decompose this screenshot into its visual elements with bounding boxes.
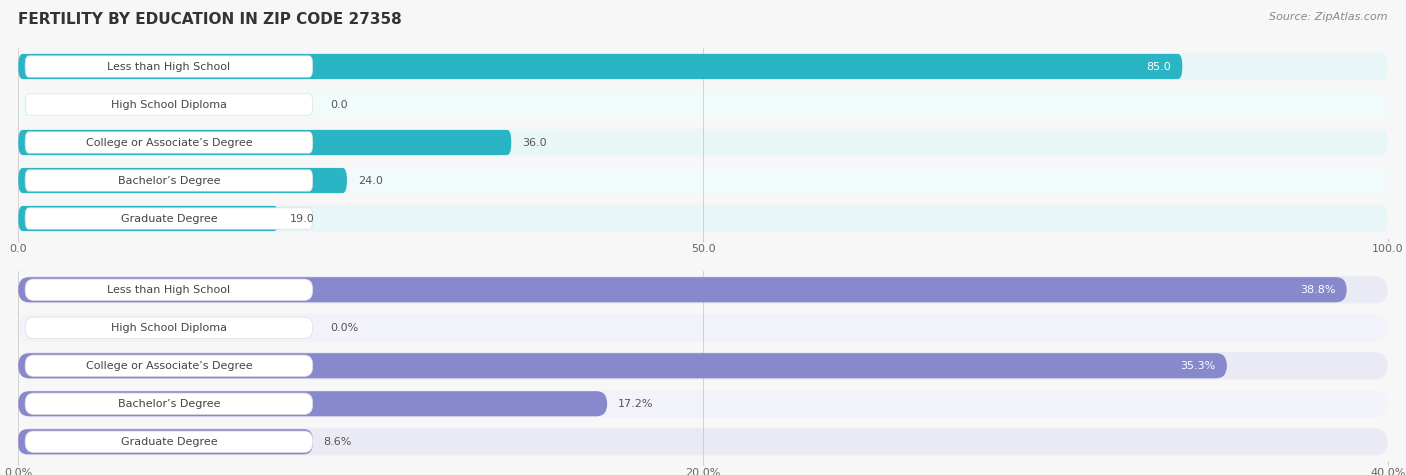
FancyBboxPatch shape [25, 56, 312, 77]
FancyBboxPatch shape [18, 314, 1388, 342]
FancyBboxPatch shape [25, 317, 312, 338]
FancyBboxPatch shape [18, 429, 312, 454]
FancyBboxPatch shape [18, 276, 1388, 304]
Text: College or Associate’s Degree: College or Associate’s Degree [86, 361, 252, 371]
FancyBboxPatch shape [18, 206, 278, 231]
Text: Graduate Degree: Graduate Degree [121, 437, 218, 447]
FancyBboxPatch shape [18, 428, 1388, 456]
Text: 35.3%: 35.3% [1181, 361, 1216, 371]
Text: College or Associate’s Degree: College or Associate’s Degree [86, 137, 252, 148]
FancyBboxPatch shape [18, 129, 1388, 156]
Text: 36.0: 36.0 [522, 137, 547, 148]
Text: 8.6%: 8.6% [323, 437, 352, 447]
FancyBboxPatch shape [18, 54, 1182, 79]
Text: 85.0: 85.0 [1147, 61, 1171, 72]
Text: 38.8%: 38.8% [1301, 285, 1336, 295]
FancyBboxPatch shape [18, 168, 347, 193]
FancyBboxPatch shape [18, 53, 1388, 80]
Text: Bachelor’s Degree: Bachelor’s Degree [118, 175, 221, 186]
Text: 24.0: 24.0 [359, 175, 382, 186]
FancyBboxPatch shape [18, 91, 1388, 118]
Text: 19.0: 19.0 [290, 213, 314, 224]
FancyBboxPatch shape [25, 431, 312, 452]
FancyBboxPatch shape [25, 355, 312, 376]
Text: Bachelor’s Degree: Bachelor’s Degree [118, 399, 221, 409]
Text: High School Diploma: High School Diploma [111, 99, 226, 110]
FancyBboxPatch shape [25, 393, 312, 414]
FancyBboxPatch shape [18, 277, 1347, 302]
FancyBboxPatch shape [18, 167, 1388, 194]
FancyBboxPatch shape [25, 279, 312, 300]
Text: 17.2%: 17.2% [619, 399, 654, 409]
Text: FERTILITY BY EDUCATION IN ZIP CODE 27358: FERTILITY BY EDUCATION IN ZIP CODE 27358 [18, 12, 402, 27]
FancyBboxPatch shape [18, 205, 1388, 232]
Text: High School Diploma: High School Diploma [111, 323, 226, 333]
FancyBboxPatch shape [18, 352, 1388, 380]
FancyBboxPatch shape [18, 353, 1227, 378]
FancyBboxPatch shape [25, 170, 312, 191]
Text: Less than High School: Less than High School [107, 285, 231, 295]
FancyBboxPatch shape [18, 391, 607, 416]
FancyBboxPatch shape [25, 94, 312, 115]
Text: 0.0: 0.0 [330, 99, 349, 110]
FancyBboxPatch shape [25, 208, 312, 229]
Text: 0.0%: 0.0% [330, 323, 359, 333]
Text: Less than High School: Less than High School [107, 61, 231, 72]
Text: Source: ZipAtlas.com: Source: ZipAtlas.com [1270, 12, 1388, 22]
FancyBboxPatch shape [25, 132, 312, 153]
Text: Graduate Degree: Graduate Degree [121, 213, 218, 224]
FancyBboxPatch shape [18, 390, 1388, 418]
FancyBboxPatch shape [18, 130, 512, 155]
